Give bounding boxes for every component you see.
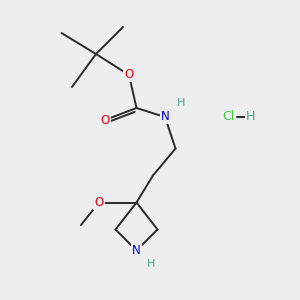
Text: N: N [160, 110, 169, 124]
Text: H: H [147, 259, 156, 269]
Text: Cl: Cl [222, 110, 234, 124]
Text: H: H [246, 110, 255, 124]
Text: O: O [100, 113, 109, 127]
Text: N: N [132, 244, 141, 257]
Text: O: O [124, 68, 134, 82]
Text: O: O [94, 196, 103, 209]
Text: H: H [177, 98, 186, 109]
